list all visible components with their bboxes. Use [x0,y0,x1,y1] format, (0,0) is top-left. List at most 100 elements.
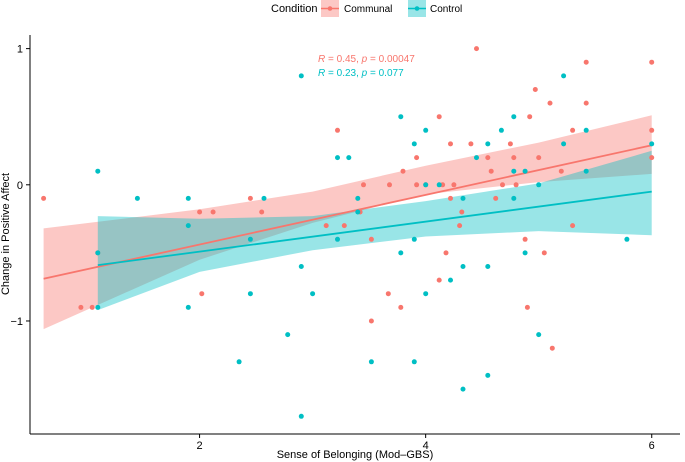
point-control [536,332,542,338]
legend-label-communal: Communal [344,4,392,15]
fit-line-communal [43,144,652,280]
point-control [95,168,101,174]
confidence-band-communal [43,115,652,330]
legend-label-control: Control [430,4,462,15]
point-control [411,236,417,242]
point-control [335,155,340,161]
y-tick-label: −1 [10,316,23,328]
point-communal [400,168,406,174]
point-communal [468,141,474,147]
legend-key-control-point [414,6,420,11]
point-control [624,236,630,242]
point-communal [583,59,589,65]
confidence-bands [43,115,652,330]
point-control [95,304,101,310]
legend: Condition Communal Control [271,0,462,17]
confidence-band-control [97,150,652,311]
point-control [134,195,140,201]
point-control [474,155,479,161]
point-control [522,168,528,174]
x-axis-title: Sense of Belonging (Mod–GBS) [277,449,434,461]
x-tick-label: 2 [197,440,203,452]
fit-lines [43,144,652,280]
point-control [485,141,491,147]
point-communal [558,168,564,174]
point-communal [583,100,589,106]
point-control [511,114,517,120]
point-control [448,277,453,283]
y-axis-ticks: −1 0 1 [10,44,30,328]
point-communal [436,277,442,283]
point-control [298,73,304,79]
point-control [247,236,253,242]
point-communal [385,291,391,297]
y-tick-label: 0 [17,180,23,192]
point-communal [41,195,47,201]
point-control [185,195,191,201]
point-communal [511,155,517,161]
point-control [355,195,361,201]
point-control [423,182,429,188]
point-control [561,141,567,147]
annotation-control-r-label: R [318,68,325,79]
point-communal [199,291,205,297]
legend-title: Condition [271,3,317,15]
point-communal [532,87,538,92]
annotation-control-p-value: = 0.077 [367,68,404,79]
point-communal [448,141,453,147]
point-control [398,250,404,256]
point-control [285,332,291,338]
point-control [185,223,191,229]
point-control [335,236,340,242]
point-control [498,127,504,133]
point-control [355,209,361,215]
point-communal [524,304,530,310]
point-communal [210,209,216,215]
point-communal [459,209,465,215]
annotation-control: R = 0.23, p = 0.077 [318,68,404,79]
point-control [411,359,417,365]
point-communal [500,182,505,188]
point-communal [78,304,84,310]
point-communal [197,209,203,215]
point-control [460,195,466,201]
point-communal [323,223,329,229]
point-communal [474,46,479,52]
point-communal [527,114,533,120]
point-communal [443,250,449,256]
point-control [583,168,589,174]
annotation-control-r-value: = 0.23, [325,68,361,79]
point-control [261,195,267,201]
point-control [649,141,655,147]
annotation-communal-r-value: = 0.45, [325,54,361,65]
point-communal [570,127,576,133]
point-control [485,372,491,378]
x-axis-ticks: 2 4 6 [197,434,655,452]
point-control [185,304,191,310]
point-control [460,386,466,392]
point-communal [335,127,340,133]
annotation-communal-p-label: p [361,54,368,65]
point-control [511,168,517,174]
point-communal [457,223,463,229]
legend-key-communal-point [327,6,333,11]
point-control [310,291,316,297]
point-control [346,155,352,161]
point-communal [398,304,404,310]
annotation-communal-r-label: R [318,54,325,65]
point-control [436,182,442,188]
point-control [522,250,528,256]
point-communal [259,209,265,215]
point-control [423,127,429,133]
point-control [398,114,404,120]
point-communal [341,223,347,229]
point-communal [493,195,499,201]
point-communal [368,236,374,242]
point-control [247,291,253,297]
point-control [511,195,517,201]
annotation-communal: R = 0.45, p = 0.00047 [318,54,415,65]
point-control [298,413,304,419]
point-control [95,250,101,256]
point-communal [549,345,555,351]
point-control [536,182,542,188]
